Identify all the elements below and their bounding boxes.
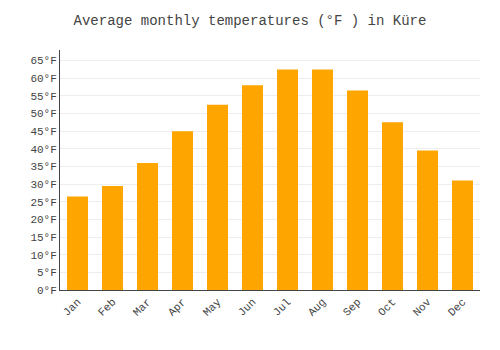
svg-text:5°F: 5°F xyxy=(37,267,57,279)
svg-text:Jun: Jun xyxy=(236,296,258,318)
svg-text:45°F: 45°F xyxy=(30,126,56,138)
svg-text:Apr: Apr xyxy=(166,296,188,318)
svg-text:Mar: Mar xyxy=(131,296,153,318)
svg-text:Oct: Oct xyxy=(376,296,398,318)
svg-text:Jul: Jul xyxy=(271,296,293,318)
svg-text:May: May xyxy=(201,296,224,319)
svg-text:50°F: 50°F xyxy=(30,108,56,120)
svg-text:25°F: 25°F xyxy=(30,197,56,209)
svg-text:Sep: Sep xyxy=(341,296,363,318)
svg-text:10°F: 10°F xyxy=(30,250,56,262)
svg-text:20°F: 20°F xyxy=(30,214,56,226)
svg-text:Feb: Feb xyxy=(96,296,118,318)
svg-text:Dec: Dec xyxy=(446,296,468,318)
svg-text:0°F: 0°F xyxy=(37,285,57,297)
svg-text:30°F: 30°F xyxy=(30,179,56,191)
svg-text:15°F: 15°F xyxy=(30,232,56,244)
svg-text:Jan: Jan xyxy=(61,296,83,318)
svg-text:Nov: Nov xyxy=(411,296,434,319)
svg-text:35°F: 35°F xyxy=(30,161,56,173)
svg-text:40°F: 40°F xyxy=(30,144,56,156)
svg-text:Average monthly temperatures (: Average monthly temperatures (°F ) in Kü… xyxy=(74,13,427,29)
svg-text:60°F: 60°F xyxy=(30,73,56,85)
svg-text:55°F: 55°F xyxy=(30,91,56,103)
svg-text:Aug: Aug xyxy=(306,296,328,318)
svg-text:65°F: 65°F xyxy=(30,55,56,67)
